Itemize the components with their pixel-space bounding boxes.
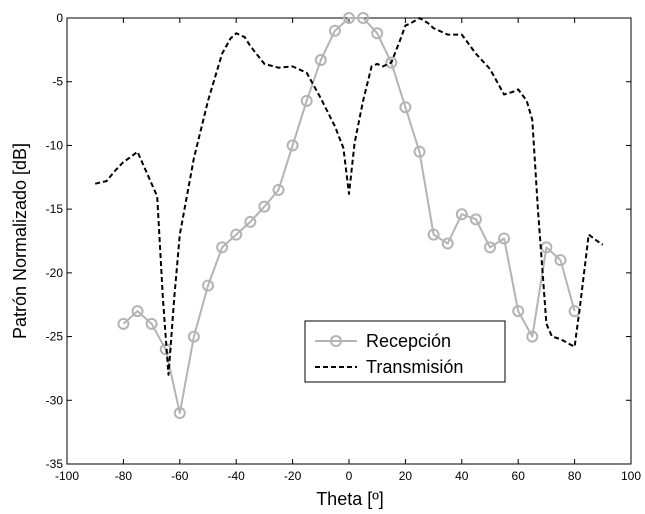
series-0-point (343, 12, 355, 24)
x-tick-label: 20 (399, 469, 413, 483)
series-0-point (441, 237, 454, 250)
y-tick-label: -20 (46, 266, 64, 280)
series-0-point (314, 54, 327, 67)
x-tick-label: -60 (171, 469, 189, 483)
x-tick-label: 60 (512, 469, 526, 483)
series-0-point (413, 145, 426, 158)
series-0-point (498, 232, 511, 245)
series-0-point (187, 330, 200, 343)
series-0-point (484, 241, 496, 254)
plot-area (66, 17, 632, 465)
y-tick-label: -15 (46, 202, 64, 216)
x-tick-label: -40 (228, 469, 246, 483)
x-tick-label: -100 (55, 469, 79, 483)
series-0-point (230, 228, 243, 241)
x-tick-label: 40 (455, 469, 469, 483)
series-0-point (145, 317, 158, 330)
x-tick-label: 80 (568, 469, 582, 483)
series-0-point (300, 94, 313, 107)
series-0-point (399, 101, 412, 114)
series-0-point (455, 208, 468, 221)
series-0-point (427, 228, 440, 241)
series-0-point (526, 330, 539, 343)
series-0-point (117, 317, 130, 330)
series-layer (94, 12, 604, 420)
series-0-point (272, 184, 285, 197)
y-tick-label: -5 (52, 75, 63, 89)
series-0-point (202, 279, 214, 292)
y-tick-label: -35 (46, 457, 64, 471)
series-0-point (469, 213, 482, 226)
series-0-point (216, 241, 229, 254)
series-0-point (512, 305, 525, 318)
legend-label-transmision: Transmisión (366, 357, 463, 377)
series-0-point (286, 139, 299, 152)
y-tick-label: 0 (56, 11, 63, 25)
y-axis-label: Patrón Normalizado [dB] (10, 143, 30, 339)
series-0-point (131, 305, 144, 318)
y-tick-label: -30 (46, 393, 64, 407)
y-tick-label: -10 (46, 138, 64, 152)
series-0-point (258, 200, 271, 213)
series-0-point (173, 407, 186, 420)
series-0-point (328, 24, 341, 37)
legend-label-recepcion: Recepción (366, 331, 451, 351)
y-tick-label: -25 (46, 330, 64, 344)
series-0-point (554, 254, 567, 267)
series-0-point (244, 215, 257, 228)
series-0-point (371, 27, 384, 40)
x-tick-label: -80 (115, 469, 133, 483)
legend-box (304, 320, 506, 383)
series-line-1 (94, 17, 604, 376)
x-tick-label: 100 (621, 469, 641, 483)
x-tick-label: -20 (284, 469, 302, 483)
x-axis-label: Theta [º] (316, 489, 384, 509)
series-0-point (385, 56, 398, 69)
series-0-point (357, 12, 370, 24)
x-tick-label: 0 (346, 469, 353, 483)
legend: Recepción Transmisión (304, 320, 506, 383)
axis-ticks: -100 -80 -60 -40 -20 0 20 40 60 80 100 0 -5 -10 -15 -20… (46, 11, 642, 483)
legend-marker-recepcion (330, 335, 342, 347)
